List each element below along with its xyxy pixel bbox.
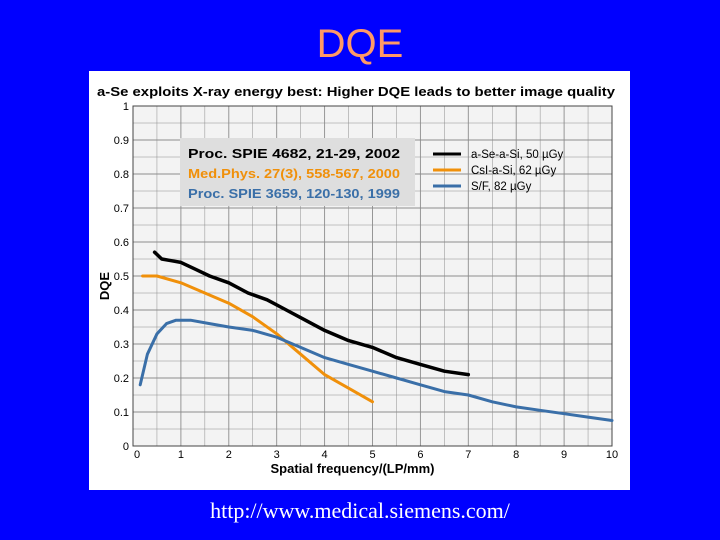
x-tick-label: 1 [178, 449, 184, 461]
legend-entry: a-Se-a-Si, 50 µGy [471, 149, 564, 161]
y-tick-label: 0.8 [114, 169, 129, 181]
y-tick-label: 0.4 [114, 305, 129, 317]
y-tick-label: 0 [123, 441, 129, 453]
x-tick-label: 5 [369, 449, 375, 461]
chart-figure: a-Se exploits X-ray energy best: Higher … [89, 71, 630, 490]
reference-text: Proc. SPIE 4682, 21-29, 2002 [188, 147, 400, 161]
legend-entry: CsI-a-Si, 62 µGy [471, 165, 556, 177]
x-tick-label: 9 [561, 449, 567, 461]
x-tick-label: 0 [134, 449, 140, 461]
reference-text: Proc. SPIE 3659, 120-130, 1999 [188, 187, 400, 201]
y-tick-label: 1 [123, 101, 129, 113]
x-tick-label: 10 [606, 449, 618, 461]
y-axis-label: DQE [97, 272, 112, 301]
series-line-2 [141, 274, 374, 404]
series-line-1 [152, 250, 471, 377]
x-axis-label: Spatial frequency/(LP/mm) [271, 461, 435, 476]
y-tick-label: 0.2 [114, 373, 129, 385]
y-tick-label: 0.1 [114, 407, 129, 419]
x-tick-label: 6 [417, 449, 423, 461]
dqe-chart: a-Se exploits X-ray energy best: Higher … [97, 85, 618, 476]
plot-border [132, 105, 613, 447]
y-tick-label: 0.5 [114, 271, 129, 283]
y-tick-label: 0.3 [114, 339, 129, 351]
x-tick-label: 7 [465, 449, 471, 461]
y-tick-label: 0.9 [114, 135, 129, 147]
reference-text: Med.Phys. 27(3), 558-567, 2000 [188, 167, 400, 181]
footer-url: http://www.medical.siemens.com/ [210, 498, 510, 523]
reference-box [180, 138, 415, 206]
x-tick-label: 4 [322, 449, 328, 461]
x-tick-label: 8 [513, 449, 519, 461]
y-tick-label: 0.6 [114, 237, 129, 249]
series-line-3 [138, 318, 614, 422]
slide-title: DQE [316, 22, 404, 66]
legend-entry: S/F, 82 µGy [471, 181, 532, 193]
chart-title: a-Se exploits X-ray energy best: Higher … [97, 85, 615, 99]
x-tick-label: 2 [226, 449, 232, 461]
x-tick-label: 3 [274, 449, 280, 461]
y-tick-label: 0.7 [114, 203, 129, 215]
